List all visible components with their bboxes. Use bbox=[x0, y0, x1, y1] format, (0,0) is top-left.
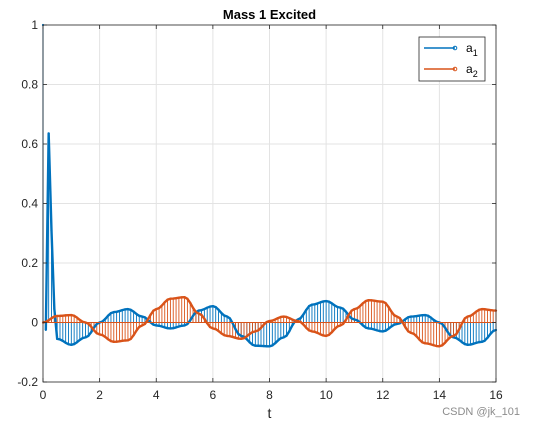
chart-title: Mass 1 Excited bbox=[223, 7, 316, 22]
y-tick-label: 0.2 bbox=[21, 256, 38, 270]
y-tick-label: -0.2 bbox=[17, 375, 38, 389]
legend-label-a2: a2 bbox=[466, 62, 478, 79]
x-tick-labels: 0 2 4 6 8 10 12 14 16 bbox=[40, 388, 503, 402]
watermark: CSDN @jk_101 bbox=[442, 406, 520, 418]
legend-label-a1-subscript: 1 bbox=[473, 48, 478, 58]
series-lines bbox=[42, 132, 497, 348]
x-tick-label: 10 bbox=[319, 388, 333, 402]
x-tick-label: 14 bbox=[433, 388, 447, 402]
x-tick-label: 2 bbox=[96, 388, 103, 402]
x-axis-label: t bbox=[268, 405, 272, 421]
legend-box bbox=[418, 36, 486, 82]
legend-label-a1-name: a bbox=[466, 41, 473, 55]
y-tick-label: 1 bbox=[31, 18, 38, 32]
legend-label-a1: a1 bbox=[466, 41, 478, 58]
legend-marker-a2 bbox=[452, 66, 458, 72]
y-tick-label: 0.4 bbox=[21, 197, 38, 211]
series-line-0 bbox=[44, 132, 497, 348]
y-tick-label: 0 bbox=[31, 316, 38, 330]
x-tick-label: 8 bbox=[266, 388, 273, 402]
legend-label-a2-subscript: 2 bbox=[473, 69, 478, 79]
series-line-1 bbox=[42, 296, 497, 348]
y-tick-label: 0.6 bbox=[21, 137, 38, 151]
y-tick-label: 0.8 bbox=[21, 78, 38, 92]
x-tick-label: 12 bbox=[376, 388, 390, 402]
x-tick-label: 16 bbox=[489, 388, 503, 402]
tick-marks bbox=[42, 24, 497, 383]
legend: a1 a2 bbox=[418, 36, 486, 82]
legend-label-a2-name: a bbox=[466, 62, 473, 76]
legend-marker-a1 bbox=[452, 45, 458, 51]
x-tick-label: 4 bbox=[153, 388, 160, 402]
y-tick-labels: -0.2 0 0.2 0.4 0.6 0.8 1 bbox=[17, 18, 38, 389]
x-tick-label: 6 bbox=[210, 388, 217, 402]
x-tick-label: 0 bbox=[40, 388, 47, 402]
